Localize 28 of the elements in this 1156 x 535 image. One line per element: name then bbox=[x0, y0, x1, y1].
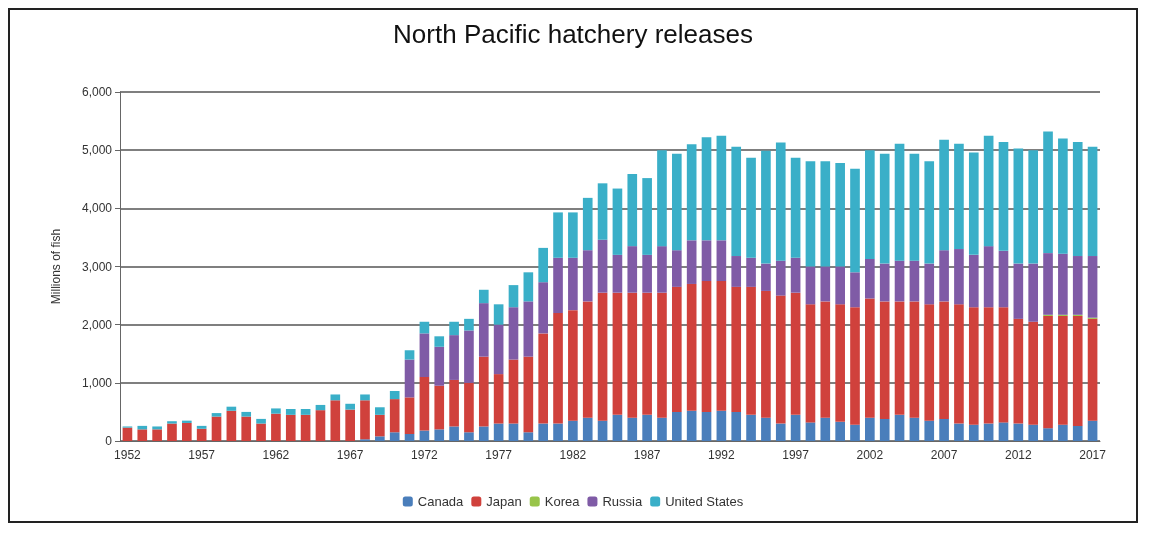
x-tick-label: 2007 bbox=[930, 448, 958, 462]
y-tick-label: 1,000 bbox=[81, 375, 113, 390]
y-tick-label: 4,000 bbox=[81, 201, 113, 216]
x-tick-label: 1967 bbox=[336, 448, 364, 462]
chart-title: North Pacific hatchery releases bbox=[393, 19, 753, 49]
x-tick-label: 1977 bbox=[485, 448, 513, 462]
x-tick-label: 1962 bbox=[262, 448, 290, 462]
y-tick-label: 0 bbox=[105, 434, 113, 448]
x-tick-label: 1997 bbox=[782, 448, 810, 462]
y-tick-label: 5,000 bbox=[81, 143, 113, 158]
legend-label: Russia bbox=[602, 494, 643, 509]
x-tick-label: 1952 bbox=[114, 448, 142, 462]
y-tick-label: 2,000 bbox=[81, 317, 113, 332]
x-tick-label: 2002 bbox=[856, 448, 884, 462]
x-tick-label: 1972 bbox=[411, 448, 439, 462]
x-tick-label: 1992 bbox=[708, 448, 736, 462]
x-tick-label: 1957 bbox=[188, 448, 216, 462]
y-tick-label: 3,000 bbox=[81, 259, 113, 274]
x-tick-label: 1987 bbox=[633, 448, 661, 462]
y-axis-title: Millions of fish bbox=[49, 228, 63, 305]
legend-label: United States bbox=[665, 494, 744, 509]
x-tick-label: 2012 bbox=[1004, 448, 1032, 462]
legend-label: Korea bbox=[544, 494, 581, 509]
legend-label: Japan bbox=[486, 494, 522, 509]
y-tick-label: 6,000 bbox=[81, 85, 113, 99]
x-tick-label: 1982 bbox=[559, 448, 587, 462]
x-tick-label: 2017 bbox=[1079, 448, 1107, 462]
legend-label: Canada bbox=[417, 494, 465, 509]
